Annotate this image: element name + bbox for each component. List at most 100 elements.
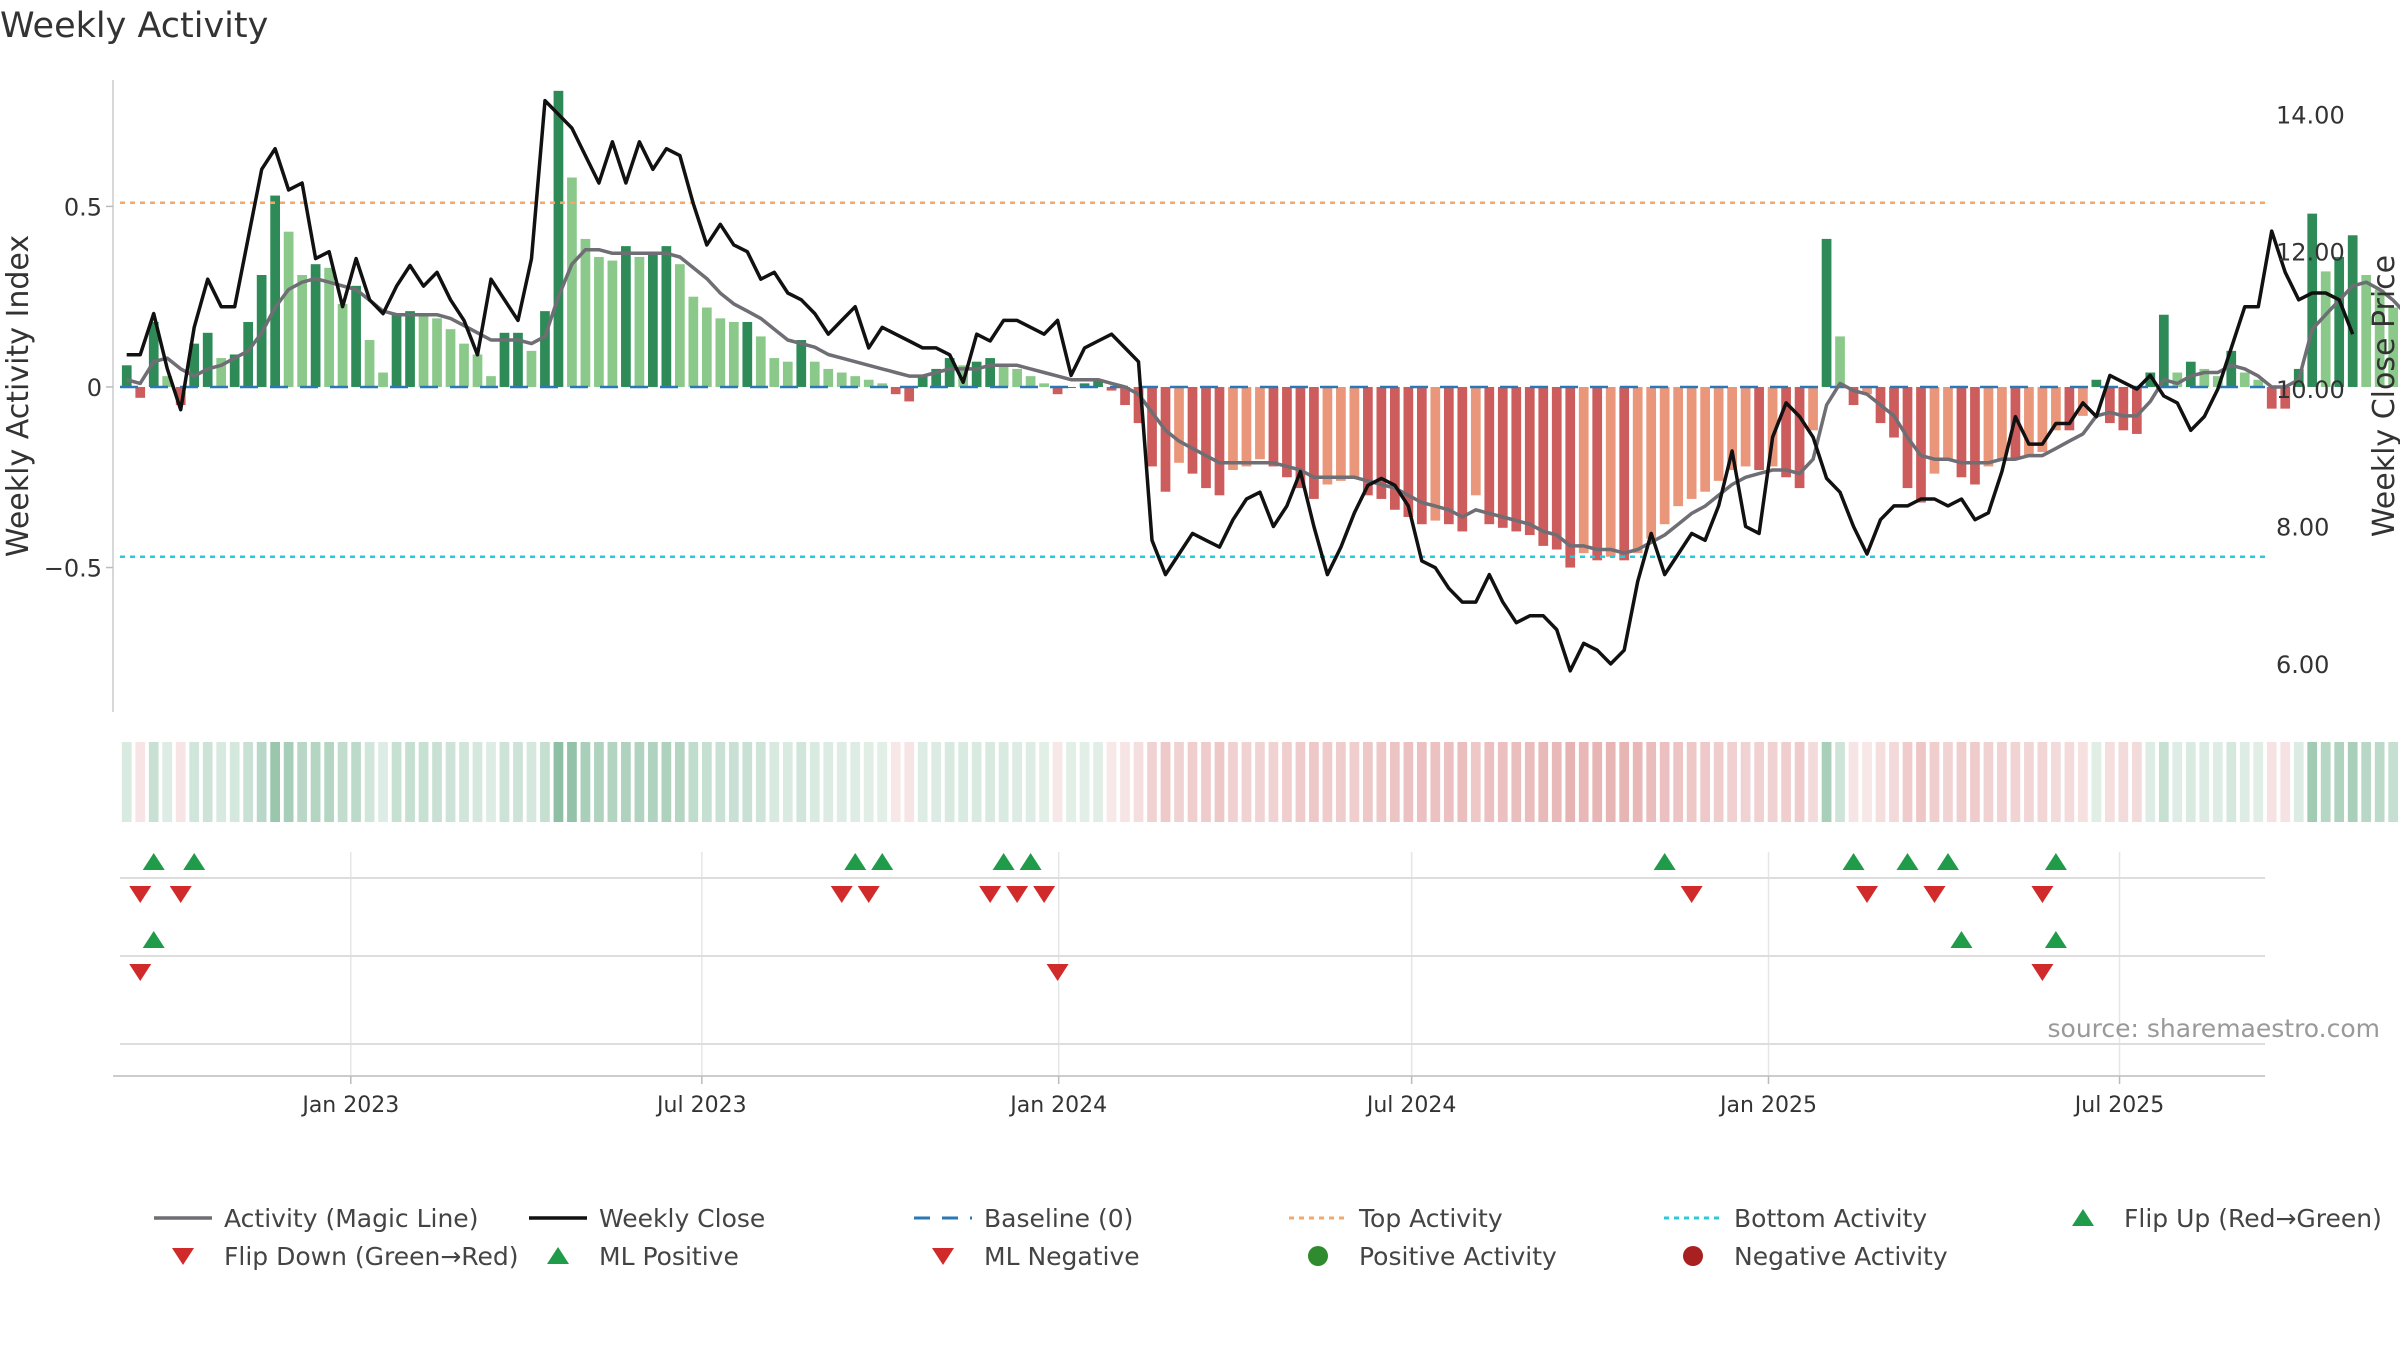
heat-strip-cell bbox=[1821, 742, 1832, 822]
heat-strip-cell bbox=[1956, 742, 1967, 822]
heat-strip-cell bbox=[1093, 742, 1103, 822]
activity-bar bbox=[135, 386, 146, 398]
activity-bar bbox=[1470, 386, 1481, 496]
heat-strip-cell bbox=[1390, 742, 1400, 822]
legend-item-magic: Activity (Magic Line) bbox=[150, 1200, 478, 1236]
heat-strip-cell bbox=[324, 742, 334, 822]
x-tick-label: Jul 2025 bbox=[2073, 1093, 2165, 1118]
heat-strip-cell bbox=[486, 742, 496, 822]
heat-strip-cell bbox=[1052, 742, 1063, 822]
legend-symbol-tri-down bbox=[932, 1248, 954, 1265]
heat-strip-cell bbox=[513, 742, 523, 822]
heat-strip-cell bbox=[1201, 742, 1211, 822]
heat-strip-cell bbox=[1309, 742, 1319, 822]
activity-bar bbox=[486, 376, 496, 387]
heat-strip-cell bbox=[2064, 742, 2075, 822]
activity-bar bbox=[2307, 213, 2318, 387]
heat-strip-cell bbox=[2091, 742, 2102, 822]
flip-down-marker bbox=[979, 886, 1002, 903]
heat-strip-cell bbox=[2172, 742, 2183, 822]
activity-bar bbox=[1659, 386, 1670, 525]
activity-bar bbox=[931, 368, 942, 387]
heat-strip-cell bbox=[1686, 742, 1697, 822]
heat-strip-cell bbox=[1740, 742, 1751, 822]
source-note: source: sharemaestro.com bbox=[2047, 1014, 2381, 1043]
flip-down-marker bbox=[1856, 886, 1879, 903]
activity-bar bbox=[2239, 372, 2250, 387]
activity-bar bbox=[715, 318, 726, 387]
activity-bar bbox=[1686, 386, 1697, 499]
heat-strip-cell bbox=[459, 742, 469, 822]
activity-bar bbox=[850, 376, 861, 387]
activity-bar bbox=[1120, 386, 1130, 406]
heat-strip-cell bbox=[364, 742, 375, 822]
flip-up-marker bbox=[844, 853, 867, 870]
heat-strip-cell bbox=[1214, 742, 1225, 822]
activity-bar bbox=[1079, 383, 1090, 387]
legend-label: Activity (Magic Line) bbox=[224, 1203, 479, 1233]
activity-bar bbox=[1943, 386, 1953, 460]
activity-bar bbox=[2253, 379, 2264, 387]
legend: Activity (Magic Line) Weekly Close Baselin… bbox=[150, 1200, 2390, 1290]
y-left-tick-label: 0.5 bbox=[64, 193, 102, 221]
heat-strip-cell bbox=[243, 742, 254, 822]
heat-strip-cell bbox=[728, 742, 739, 822]
activity-bar bbox=[1160, 386, 1171, 492]
heat-strip-cell bbox=[1228, 742, 1238, 822]
activity-bar bbox=[1646, 386, 1657, 539]
activity-bar bbox=[877, 383, 888, 387]
heat-strip-cell bbox=[1605, 742, 1616, 822]
flip-down-marker bbox=[857, 886, 880, 903]
heat-strip-cell bbox=[1970, 742, 1980, 822]
activity-bar bbox=[1929, 386, 1940, 474]
activity-bar bbox=[526, 350, 537, 387]
legend-symbol-circle bbox=[1683, 1246, 1703, 1266]
legend-symbol-tri-up bbox=[547, 1247, 569, 1264]
activity-bar bbox=[1821, 238, 1832, 387]
heat-strip-cell bbox=[1187, 742, 1198, 822]
activity-bar bbox=[594, 256, 604, 387]
heat-strip-cell bbox=[2212, 742, 2223, 822]
heat-strip-cell bbox=[2347, 742, 2358, 822]
flip-up-marker bbox=[1950, 931, 1973, 948]
flip-down-marker bbox=[1923, 886, 1946, 903]
activity-bar bbox=[1632, 386, 1643, 554]
activity-bar bbox=[1255, 386, 1265, 460]
activity-bar bbox=[2051, 386, 2061, 431]
activity-bar bbox=[1794, 386, 1805, 489]
heat-strip-cell bbox=[1147, 742, 1157, 822]
legend-item-mlpos: ML Positive bbox=[525, 1238, 739, 1274]
activity-bar bbox=[863, 379, 874, 387]
activity-bar bbox=[621, 246, 631, 387]
activity-bar bbox=[2280, 386, 2291, 409]
heat-strip-cell bbox=[1835, 742, 1845, 822]
activity-bar bbox=[1754, 386, 1764, 471]
x-tick-label: Jan 2023 bbox=[300, 1093, 399, 1118]
heat-strip-cell bbox=[2280, 742, 2291, 822]
heat-strip-cell bbox=[1578, 742, 1589, 822]
chart-title: Weekly Activity bbox=[0, 6, 269, 46]
activity-bar bbox=[499, 332, 510, 387]
y-right-tick-label: 12.00 bbox=[2276, 239, 2345, 267]
activity-bar bbox=[1106, 386, 1117, 391]
heat-strip-cell bbox=[1376, 742, 1387, 822]
activity-bar bbox=[1578, 386, 1589, 554]
activity-bar bbox=[297, 275, 307, 387]
activity-bar bbox=[1713, 386, 1724, 481]
activity-bar bbox=[513, 332, 523, 387]
activity-bar bbox=[243, 321, 254, 387]
heat-strip-cell bbox=[1255, 742, 1265, 822]
activity-bar bbox=[405, 311, 415, 387]
heat-strip-cell bbox=[2307, 742, 2318, 822]
legend-symbol-tri-up bbox=[2072, 1209, 2094, 1226]
heat-strip-cell bbox=[917, 742, 928, 822]
heat-strip-cell bbox=[2145, 742, 2156, 822]
activity-bar bbox=[391, 314, 402, 387]
flip-down-marker bbox=[169, 886, 192, 903]
y-right-tick-label: 6.00 bbox=[2276, 651, 2329, 679]
legend-label: Flip Up (Red→Green) bbox=[2124, 1203, 2382, 1233]
activity-bar bbox=[1700, 386, 1710, 492]
heat-strip-cell bbox=[189, 742, 200, 822]
activity-bar bbox=[1511, 386, 1522, 532]
activity-bar bbox=[1916, 386, 1926, 503]
